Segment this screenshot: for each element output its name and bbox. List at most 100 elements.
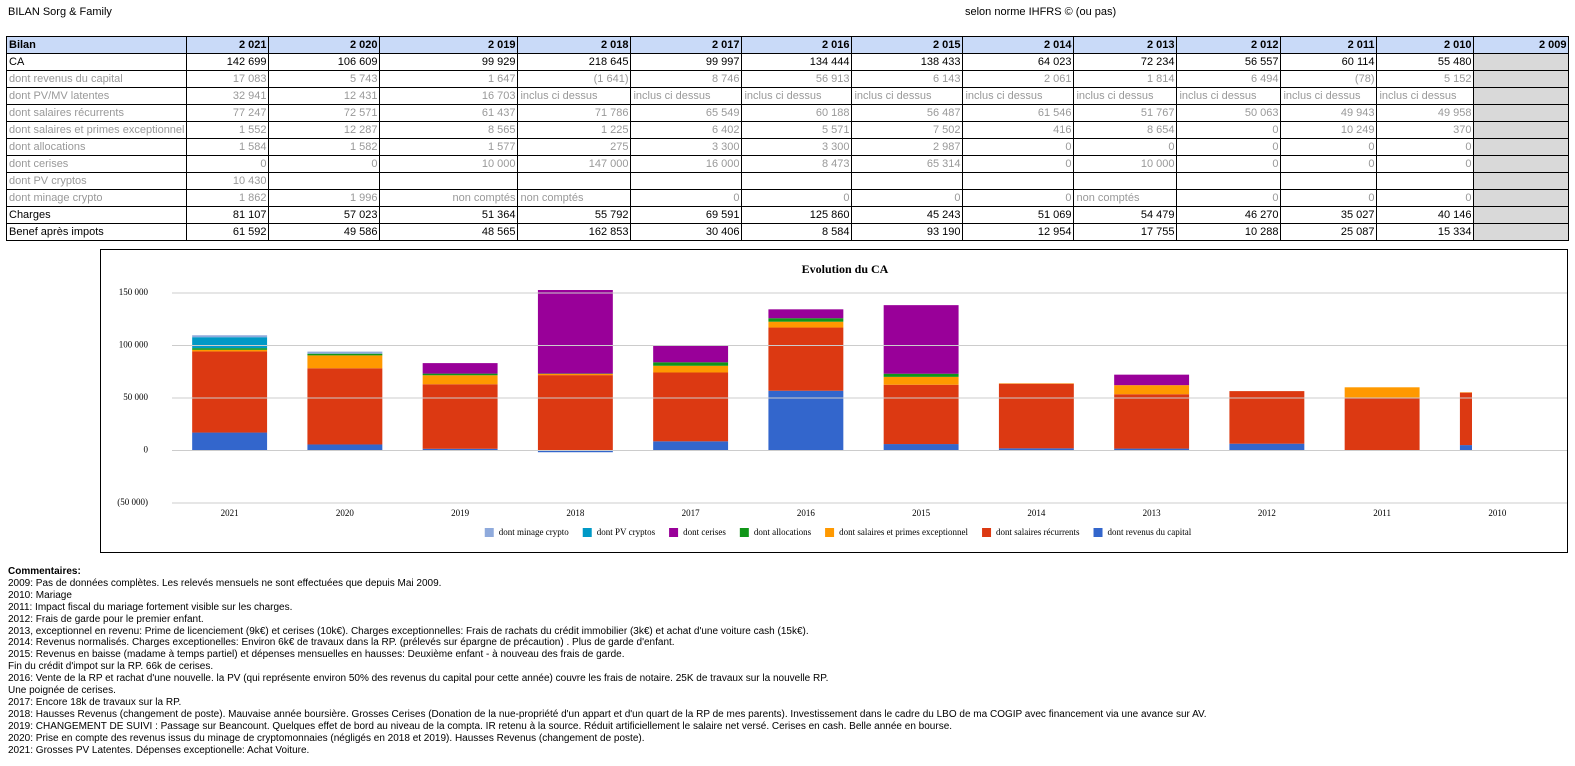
bar-segment <box>883 384 959 445</box>
table-cell: 54 479 <box>1073 206 1178 224</box>
table-cell: 61 546 <box>962 104 1075 122</box>
table-cell: 125 860 <box>741 206 853 224</box>
bar-segment <box>537 375 613 451</box>
table-cell: 8 654 <box>1073 121 1178 139</box>
legend-label: dont allocations <box>754 527 812 537</box>
bar-segment <box>768 321 844 328</box>
table-cell: 8 565 <box>379 121 519 139</box>
table-cell: 8 746 <box>630 70 743 88</box>
table-cell <box>379 172 519 190</box>
table-cell: 0 <box>1176 138 1282 156</box>
table-cell <box>517 172 632 190</box>
table-cell: 0 <box>1073 138 1178 156</box>
table-cell: 1 814 <box>1073 70 1178 88</box>
bar-segment <box>192 432 268 451</box>
legend-swatch <box>669 528 679 537</box>
table-cell: 48 565 <box>379 223 519 241</box>
table-cell: 7 502 <box>851 121 964 139</box>
bar-segment <box>653 365 729 373</box>
legend: dont minage crypto dont PV cryptos dont ce… <box>484 527 1192 537</box>
bar-segment <box>1114 374 1190 386</box>
table-cell: 5 571 <box>741 121 853 139</box>
table-row: dont allocations 1 584 1 582 1 577 275 3 300 3… <box>5 138 1570 156</box>
table-cell <box>1176 172 1282 190</box>
table-cell: 50 063 <box>1176 104 1282 122</box>
table-cell: 10 430 <box>186 172 270 190</box>
table-cell: inclus ci dessus <box>630 87 743 105</box>
column-header: Bilan <box>5 36 188 54</box>
row-label: dont salaires et primes exceptionnel <box>5 121 188 139</box>
table-cell: 2 061 <box>962 70 1075 88</box>
row-label: dont cerises <box>5 155 188 173</box>
table-cell: 56 913 <box>741 70 853 88</box>
comments-title: Commentaires: <box>8 566 81 577</box>
table-cell: inclus ci dessus <box>962 87 1075 105</box>
column-header: 2 017 <box>630 36 743 54</box>
table-cell <box>962 172 1075 190</box>
table-cell: 0 <box>962 155 1075 173</box>
row-label: dont minage crypto <box>5 189 188 207</box>
table-cell: inclus ci dessus <box>1280 87 1378 105</box>
table-cell: 0 <box>741 189 853 207</box>
bar-segment <box>653 362 729 366</box>
column-header: 2 011 <box>1280 36 1378 54</box>
comment-line: 2012: Frais de garde pour le premier enf… <box>8 613 204 625</box>
table-cell: 0 <box>1176 155 1282 173</box>
sheet-title: BILAN Sorg & Family <box>8 6 112 18</box>
bar-segment <box>883 373 959 377</box>
table-cell: 134 444 <box>741 53 853 71</box>
bar-segment <box>192 349 268 352</box>
bar-segment <box>1459 392 1472 446</box>
bar-segment <box>883 305 959 374</box>
table-cell: 0 <box>962 189 1075 207</box>
table-cell: 99 997 <box>630 53 743 71</box>
table-row: dont minage crypto 1 862 1 996 non comptés n… <box>5 189 1570 207</box>
table-cell: 138 433 <box>851 53 964 71</box>
bar-segment <box>998 448 1074 451</box>
x-tick-label: 2011 <box>1373 508 1391 518</box>
table-cell: 8 473 <box>741 155 853 173</box>
table-cell: 0 <box>1176 121 1282 139</box>
bar-segment <box>537 373 613 376</box>
table-cell: 1 552 <box>186 121 270 139</box>
table-cell: 0 <box>1176 189 1282 207</box>
table-cell: 99 929 <box>379 53 519 71</box>
table-cell: 51 767 <box>1073 104 1178 122</box>
bar-segment <box>883 444 959 451</box>
table-cell <box>741 172 853 190</box>
bar-segment <box>192 337 268 349</box>
x-tick-label: 2012 <box>1258 508 1276 518</box>
table-cell: 49 586 <box>268 223 381 241</box>
comment-line: 2014: Revenus normalisés. Charges except… <box>8 637 675 649</box>
column-header: 2 021 <box>186 36 270 54</box>
table-cell <box>630 172 743 190</box>
table-cell: non comptés <box>517 189 632 207</box>
table-cell: 12 431 <box>268 87 381 105</box>
table-cell: 15 334 <box>1376 223 1475 241</box>
table-cell: (78) <box>1280 70 1378 88</box>
table-cell: 65 549 <box>630 104 743 122</box>
x-tick-label: 2017 <box>682 508 701 518</box>
table-cell: 1 577 <box>379 138 519 156</box>
table-cell: 61 592 <box>186 223 270 241</box>
table-cell: 93 190 <box>851 223 964 241</box>
table-cell: 106 609 <box>268 53 381 71</box>
bar-segment <box>307 355 383 369</box>
table-row: Charges 81 107 57 023 51 364 55 792 69 591 125… <box>5 206 1570 224</box>
table-cell <box>1280 172 1378 190</box>
x-tick-label: 2013 <box>1143 508 1162 518</box>
empty-cell <box>1473 121 1570 139</box>
legend-label: dont minage crypto <box>499 527 569 537</box>
table-cell: 10 000 <box>379 155 519 173</box>
x-tick-label: 2010 <box>1488 508 1507 518</box>
column-header: 2 012 <box>1176 36 1282 54</box>
table-cell: 40 146 <box>1376 206 1475 224</box>
column-header: 2 014 <box>962 36 1075 54</box>
table-cell: inclus ci dessus <box>1073 87 1178 105</box>
table-cell: 60 114 <box>1280 53 1378 71</box>
table-cell: 1 582 <box>268 138 381 156</box>
bar-segment <box>537 450 613 453</box>
table-cell: 49 958 <box>1376 104 1475 122</box>
x-tick-label: 2019 <box>451 508 470 518</box>
